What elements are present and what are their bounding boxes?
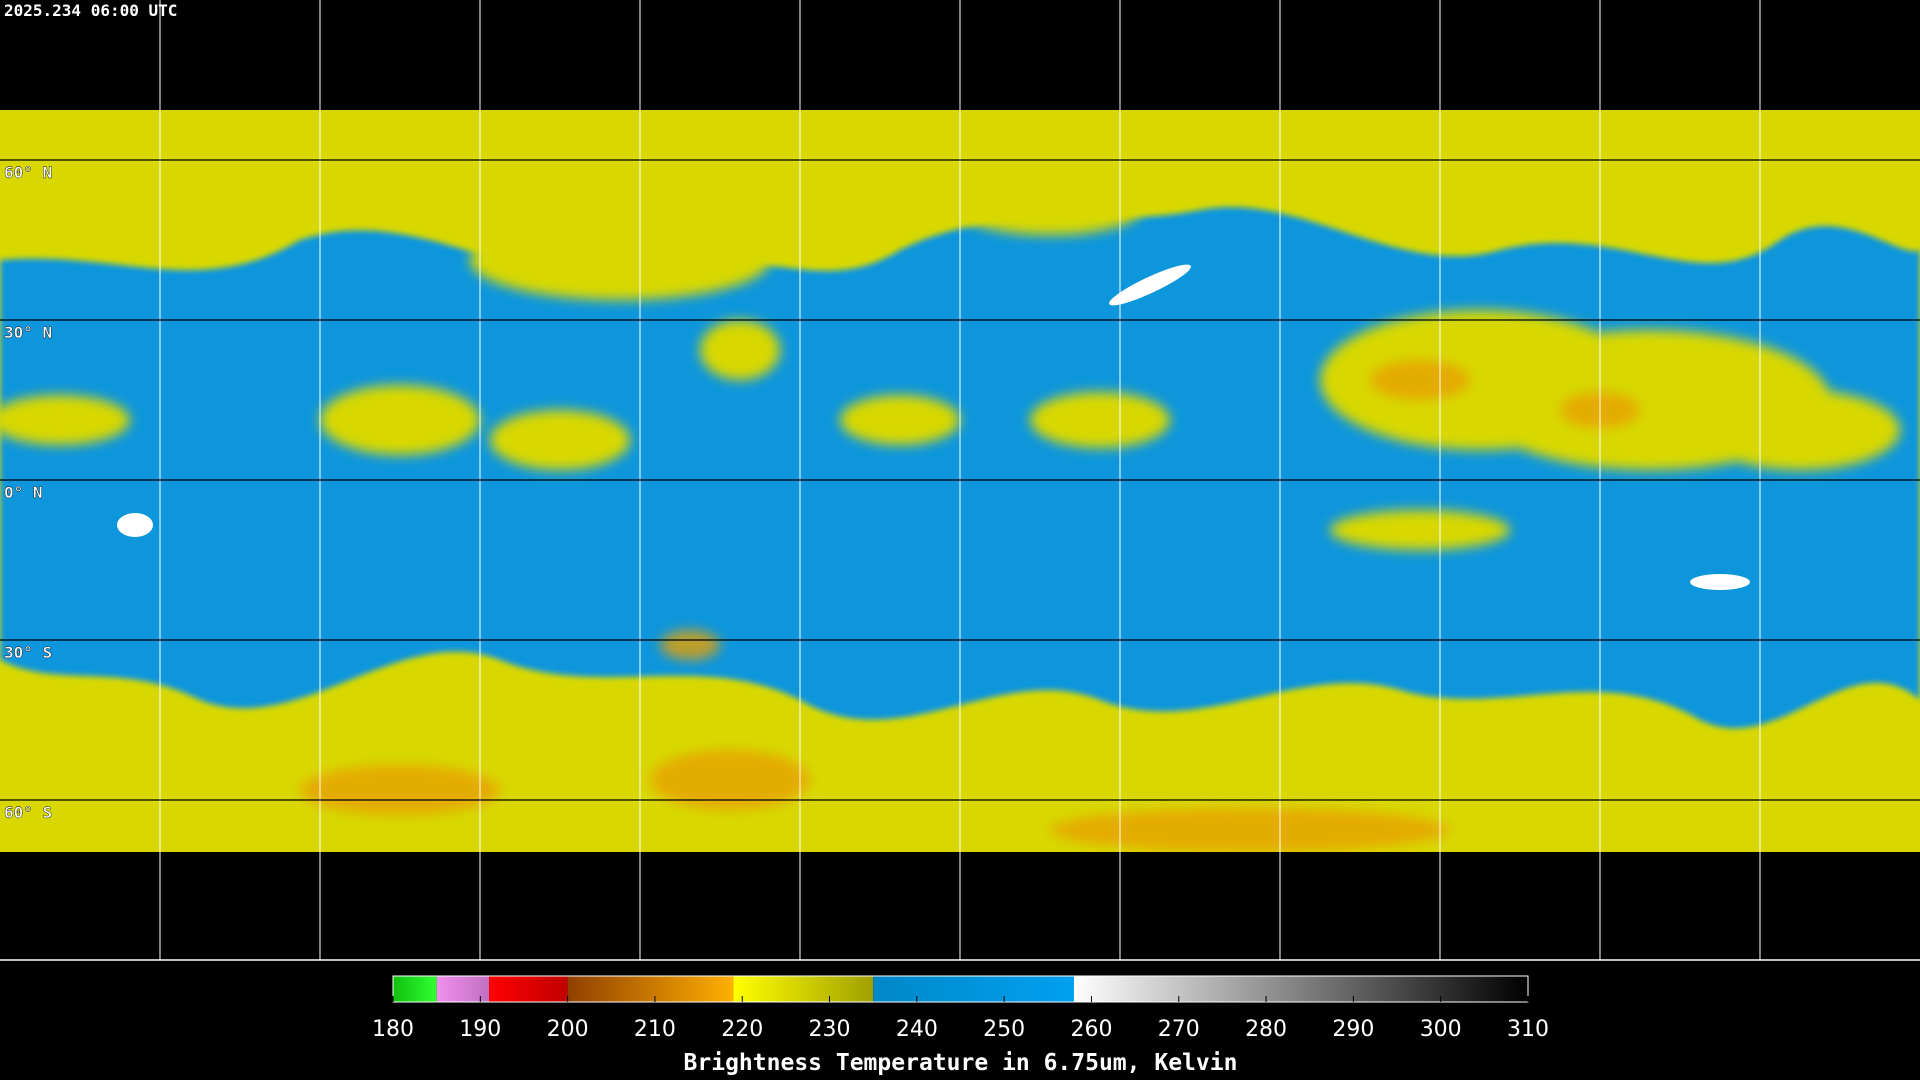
convection bbox=[0, 185, 1900, 550]
colorbar-tick-label: 230 bbox=[809, 1017, 851, 1042]
timestamp: 2025.234 06:00 UTC bbox=[4, 1, 177, 20]
colorbar-tick-label: 270 bbox=[1158, 1017, 1200, 1042]
colorbar-tick-label: 210 bbox=[634, 1017, 676, 1042]
graticule: 60° N 30° N 0° N 30° S 60° S bbox=[0, 0, 1920, 961]
colorbar-segment bbox=[873, 976, 1074, 1002]
latitude-label: 60° S bbox=[4, 803, 52, 822]
deep-cold bbox=[300, 360, 1640, 852]
colorbar-frame bbox=[392, 975, 1529, 1003]
colorbar: 180 190 200 210 220 230 240 250 260 270 280 290 300 3… bbox=[372, 975, 1549, 1076]
colorbar-tick-label: 260 bbox=[1070, 1017, 1112, 1042]
latitude-label: 0° N bbox=[4, 483, 43, 502]
colorbar-tick-label: 240 bbox=[896, 1017, 938, 1042]
colorbar-segment bbox=[393, 976, 437, 1002]
colorbar-tick-label: 310 bbox=[1507, 1017, 1549, 1042]
latitude-label: 30° N bbox=[4, 323, 52, 342]
warm-spots bbox=[117, 264, 1750, 590]
colorbar-tick-label: 290 bbox=[1332, 1017, 1374, 1042]
colorbar-tick-label: 280 bbox=[1245, 1017, 1287, 1042]
colorbar-tick-label: 220 bbox=[721, 1017, 763, 1042]
colorbar-segment bbox=[436, 976, 490, 1002]
colorbar-tick-label: 180 bbox=[372, 1017, 414, 1042]
latitude-label: 30° S bbox=[4, 643, 52, 662]
colorbar-tick-label: 300 bbox=[1420, 1017, 1462, 1042]
latitude-label: 60° N bbox=[4, 163, 52, 182]
colorbar-segment bbox=[567, 976, 734, 1002]
colorbar-segment bbox=[489, 976, 568, 1002]
colorbar-label: Brightness Temperature in 6.75um, Kelvin bbox=[684, 1050, 1238, 1076]
colorbar-tick-label: 200 bbox=[547, 1017, 589, 1042]
colorbar-segment bbox=[733, 976, 874, 1002]
colorbar-tick-label: 250 bbox=[983, 1017, 1025, 1042]
colorbar-tick-label: 190 bbox=[459, 1017, 501, 1042]
colorbar-segment bbox=[1074, 976, 1528, 1002]
